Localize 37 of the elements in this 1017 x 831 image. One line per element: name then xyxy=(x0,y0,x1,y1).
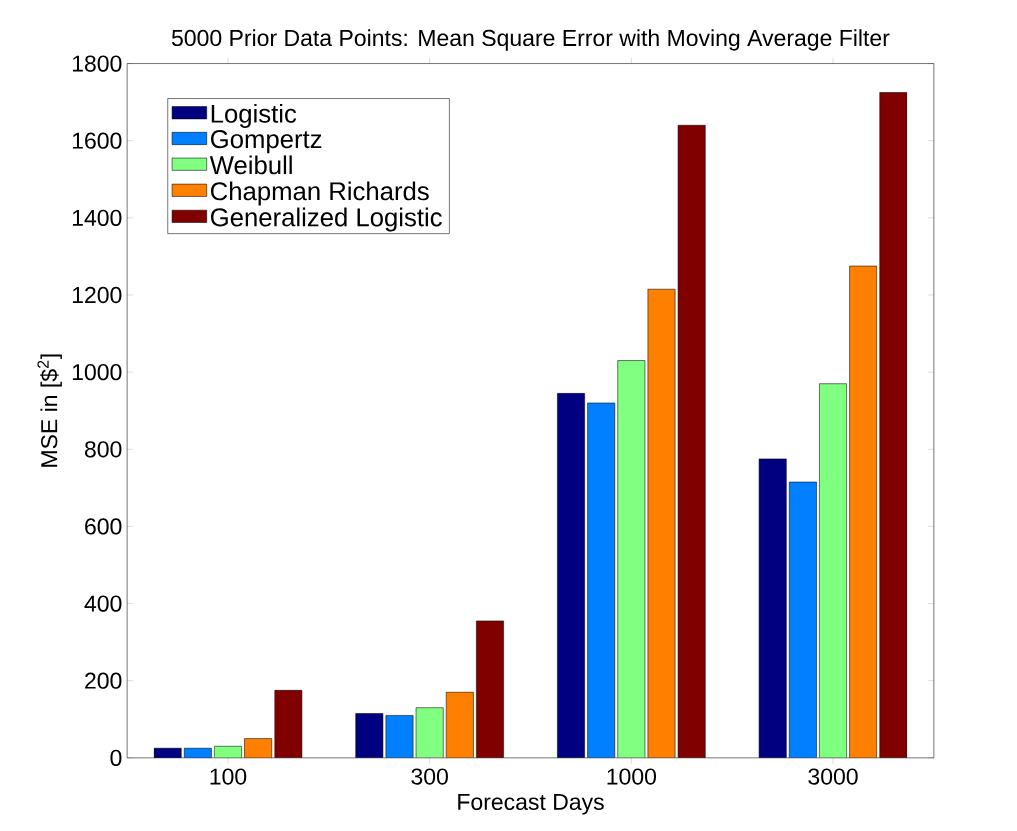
bar xyxy=(587,402,615,758)
y-tick-label: 1600 xyxy=(72,132,122,149)
bar xyxy=(617,360,645,758)
legend-label: Chapman Richards xyxy=(210,181,429,206)
y-tick-label: 200 xyxy=(85,672,122,689)
y-tick-label: 600 xyxy=(85,518,122,535)
x-tick-label: 1000 xyxy=(607,768,657,785)
y-tick-label: 0 xyxy=(110,749,122,766)
legend-label: Gompertz xyxy=(210,129,322,154)
bar xyxy=(446,692,474,758)
bar xyxy=(647,289,676,758)
x-axis-title: Forecast Days xyxy=(458,793,604,815)
bar xyxy=(678,125,706,758)
y-tick-label: 800 xyxy=(84,441,122,458)
bar xyxy=(879,92,908,758)
y-tick-label: 1000 xyxy=(72,363,122,381)
x-tick-label: 100 xyxy=(210,768,247,785)
y-axis-title: MSE in [$$^{2}$] xyxy=(37,354,62,467)
x-tick-label: 300 xyxy=(411,768,448,785)
bar xyxy=(274,690,302,758)
legend-label: Logistic xyxy=(211,103,297,128)
bar xyxy=(849,265,878,758)
bar xyxy=(355,713,383,758)
legend-label: Weibull xyxy=(209,155,292,175)
y-tick-label: 1200 xyxy=(72,286,122,304)
bar xyxy=(416,707,444,758)
legend-label: Generalized Logistic xyxy=(210,207,442,232)
chart-title: 5000 Prior Data Points: Mean Square Error with Moving Average Filter xyxy=(171,29,890,51)
y-tick-label: 1800 xyxy=(72,55,122,72)
x-tick-label: 3000 xyxy=(808,768,858,785)
y-tick-label: 400 xyxy=(84,595,122,612)
bar xyxy=(557,393,585,758)
bar xyxy=(476,620,504,758)
bar xyxy=(819,383,847,758)
bar xyxy=(788,481,817,758)
y-tick-label: 1400 xyxy=(72,209,122,226)
bar xyxy=(758,458,787,758)
